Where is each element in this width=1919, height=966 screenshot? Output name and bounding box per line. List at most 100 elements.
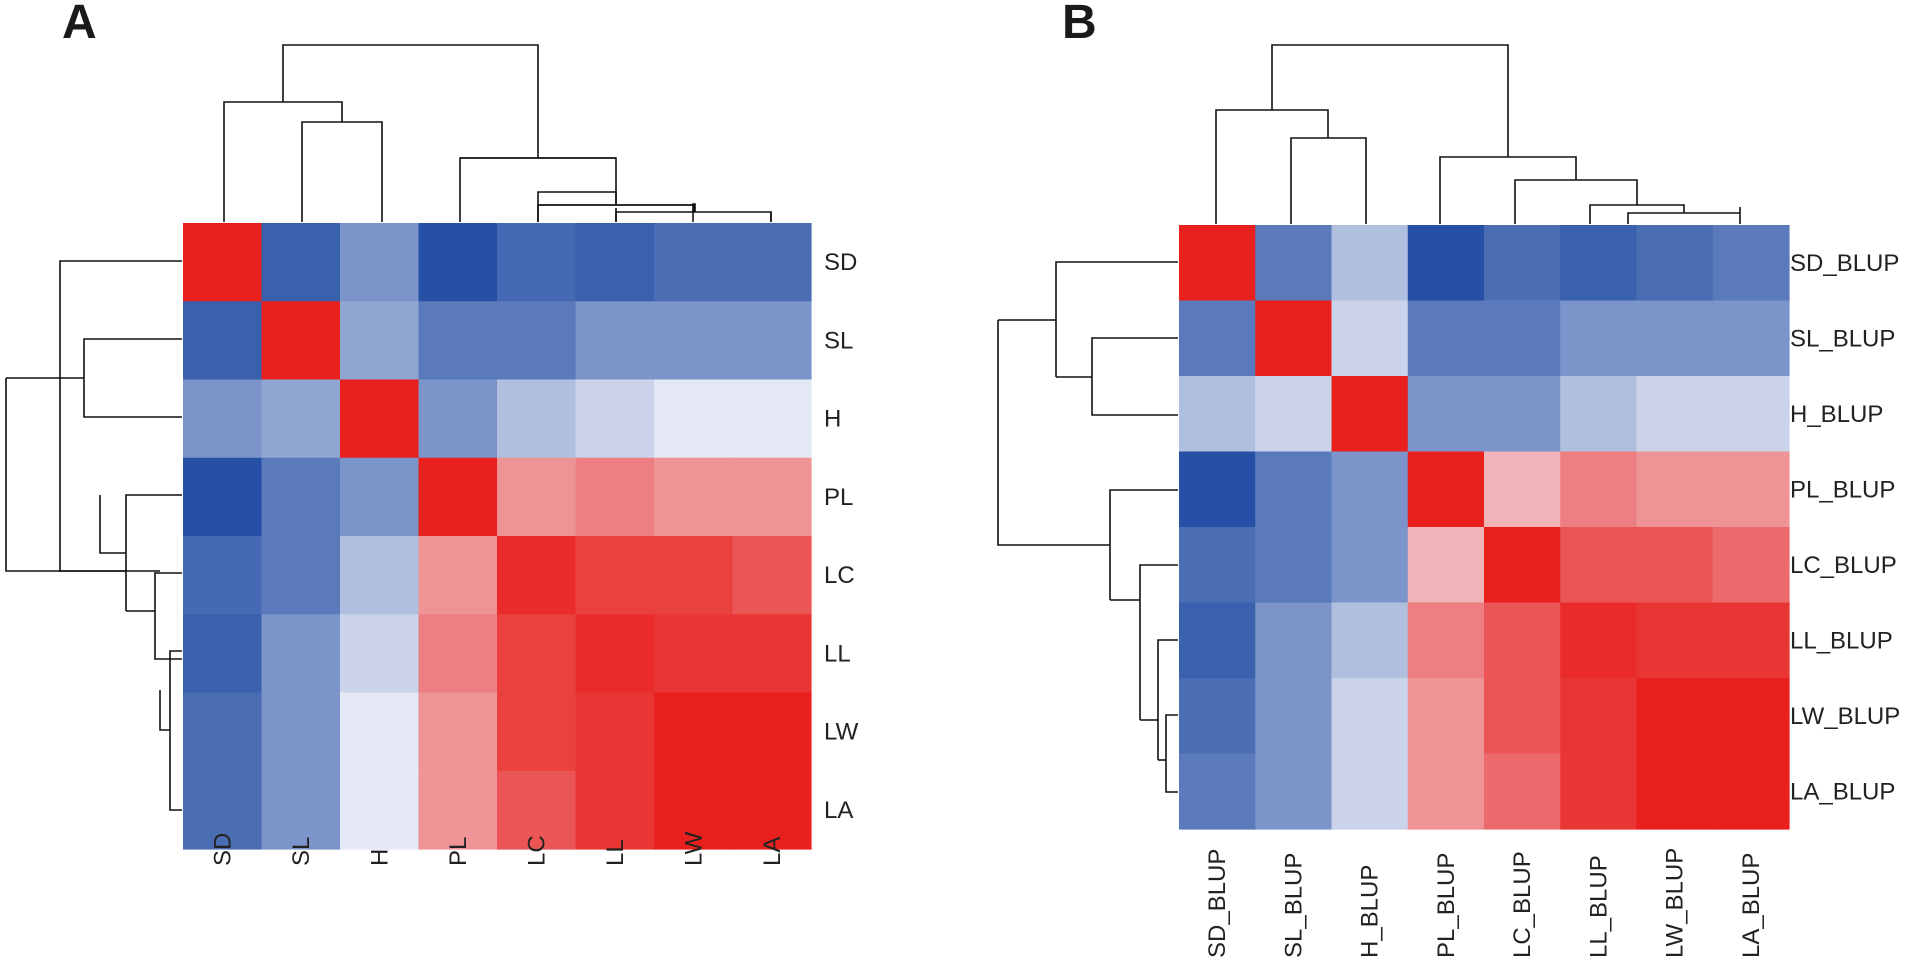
heatmap-cell xyxy=(1255,225,1333,302)
row-label: SD xyxy=(824,249,857,276)
column-label: LW_BLUP xyxy=(1662,848,1689,958)
panel-label-b: B xyxy=(1062,0,1097,49)
heatmap-cell xyxy=(1179,678,1256,755)
heatmap-cell xyxy=(1560,602,1638,679)
heatmap-cell xyxy=(1331,300,1409,377)
column-labels-a: SD SL H PL LC LL LW LA xyxy=(209,831,786,866)
heatmap-cell xyxy=(418,770,498,850)
top-dendrogram-b xyxy=(1215,44,1741,224)
heatmap-cell xyxy=(1484,753,1561,830)
heatmap-cell xyxy=(1712,225,1790,302)
heatmap-cell xyxy=(732,536,812,615)
column-label: LL xyxy=(602,839,629,866)
heatmap-cell xyxy=(1179,451,1256,528)
column-label: SL_BLUP xyxy=(1280,853,1307,958)
top-dendrogram-a xyxy=(223,44,772,222)
heatmap-cell xyxy=(418,614,498,694)
heatmap-cell xyxy=(183,457,263,537)
heatmap-cell xyxy=(497,692,577,772)
heatmap-cell xyxy=(418,536,498,615)
column-label: LL_BLUP xyxy=(1585,855,1612,958)
heatmap-cell xyxy=(732,692,812,772)
row-label: LL xyxy=(824,640,851,667)
heatmap-cell xyxy=(497,301,577,381)
heatmap-cell xyxy=(261,223,341,302)
column-label: SL xyxy=(288,837,315,866)
heatmap-cell xyxy=(575,223,655,302)
heatmap-cell xyxy=(1712,527,1790,604)
heatmap-cell xyxy=(418,301,498,381)
heatmap-cell xyxy=(1712,300,1790,377)
left-dendrogram-b xyxy=(997,261,1178,793)
column-labels-b: SD_BLUP SL_BLUP H_BLUP PL_BLUP LC_BLUP LL_BLU… xyxy=(1204,848,1765,958)
heatmap-cell xyxy=(418,379,498,459)
heatmap-cell xyxy=(1255,753,1333,830)
heatmap-cell xyxy=(575,301,655,381)
row-label: LC xyxy=(824,562,855,589)
heatmap-cell xyxy=(575,379,655,459)
heatmap-cell xyxy=(1255,527,1333,604)
heatmap-cell xyxy=(1712,602,1790,679)
heatmap-cell xyxy=(1560,300,1638,377)
heatmap-cell xyxy=(1712,376,1790,453)
heatmap-panel-a: A SD SL H PL LC LL LW LA SD SL H PL LC LL LW LA xyxy=(5,0,859,866)
heatmap-cell xyxy=(418,692,498,772)
row-label: LW xyxy=(824,719,859,746)
heatmap-cell xyxy=(1407,451,1485,528)
row-label: LA xyxy=(824,797,853,824)
heatmap-cell xyxy=(654,536,734,615)
heatmap-cell xyxy=(654,770,734,850)
heatmap-cell xyxy=(340,379,420,459)
heatmap-cell xyxy=(261,379,341,459)
heatmap-cell xyxy=(1636,602,1714,679)
heatmap-cell xyxy=(732,457,812,537)
heatmap-cell xyxy=(1255,376,1333,453)
heatmap-cell xyxy=(340,614,420,694)
heatmap-cell xyxy=(575,614,655,694)
column-label: LA xyxy=(759,837,786,866)
heatmap-cell xyxy=(654,379,734,459)
heatmap-cell xyxy=(497,770,577,850)
heatmap-cell xyxy=(654,692,734,772)
heatmap-cell xyxy=(1407,225,1485,302)
heatmap-cell xyxy=(497,223,577,302)
row-label: LA_BLUP xyxy=(1790,778,1895,805)
heatmap-cell xyxy=(497,379,577,459)
heatmap-cell xyxy=(1179,527,1256,604)
heatmap-cell xyxy=(654,301,734,381)
row-label: SL xyxy=(824,327,853,354)
heatmap-cell xyxy=(1407,376,1485,453)
heatmap-cell xyxy=(261,614,341,694)
heatmap-cell xyxy=(1636,376,1714,453)
heatmap-cell xyxy=(1560,225,1638,302)
heatmap-cell xyxy=(1255,678,1333,755)
heatmap-cell xyxy=(1331,376,1409,453)
row-label: LW_BLUP xyxy=(1790,703,1900,730)
heatmap-cell xyxy=(497,614,577,694)
heatmap-cell xyxy=(1636,225,1714,302)
heatmap-cell xyxy=(732,301,812,381)
row-label: PL_BLUP xyxy=(1790,476,1895,503)
heatmap-cell xyxy=(654,614,734,694)
heatmap-cell xyxy=(183,301,263,381)
heatmap-cell xyxy=(1331,225,1409,302)
heatmap-cell xyxy=(1560,376,1638,453)
heatmap-cell xyxy=(1484,602,1561,679)
heatmap-cell xyxy=(575,536,655,615)
row-labels-b: SD_BLUP SL_BLUP H_BLUP PL_BLUP LC_BLUP LL_BLU… xyxy=(1790,250,1900,806)
column-label: PL xyxy=(445,837,472,866)
heatmap-cell xyxy=(575,770,655,850)
heatmap-cell xyxy=(183,536,263,615)
heatmap-cell xyxy=(1179,225,1256,302)
heatmap-cell xyxy=(1712,753,1790,830)
column-label: LC xyxy=(523,835,550,866)
heatmap-cell xyxy=(1179,376,1256,453)
heatmap-cell xyxy=(1560,451,1638,528)
heatmap-cell xyxy=(732,614,812,694)
column-label: LW xyxy=(680,831,707,866)
heatmap-cell xyxy=(1255,602,1333,679)
heatmap-cell xyxy=(1484,300,1561,377)
heatmap-cell xyxy=(1484,678,1561,755)
heatmap-cell xyxy=(418,223,498,302)
